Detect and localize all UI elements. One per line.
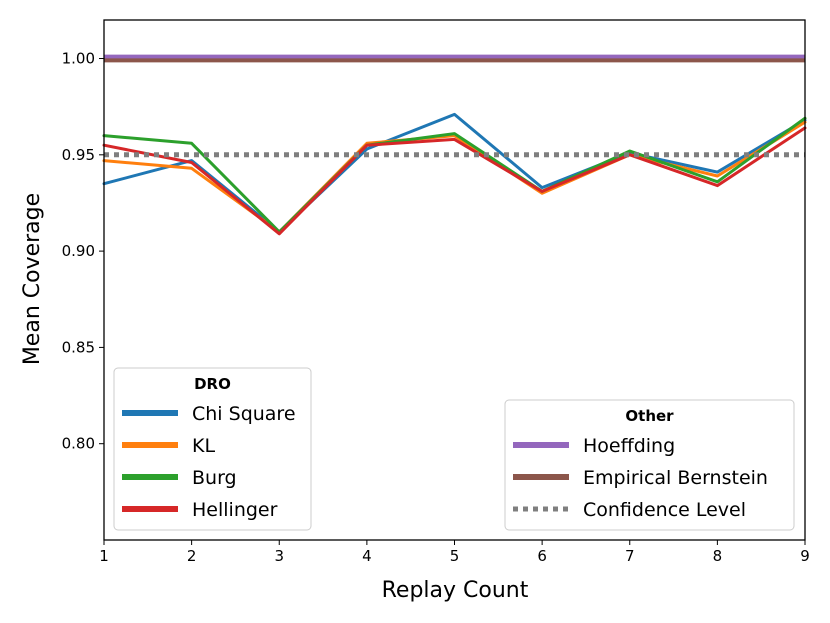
y-tick-label: 0.95 — [62, 146, 95, 164]
y-tick-label: 0.85 — [62, 338, 95, 356]
series-line-burg — [102, 116, 807, 234]
x-tick-label: 5 — [450, 547, 460, 565]
legend-label-burg: Burg — [192, 467, 237, 489]
x-tick-label: 9 — [800, 547, 810, 565]
x-tick-label: 1 — [99, 547, 109, 565]
legend-label-kl: KL — [192, 435, 215, 457]
x-tick-label: 2 — [187, 547, 197, 565]
legend-dro: DRO Chi Square KL Burg Hellinger — [113, 367, 312, 531]
legend-label-confidence-level: Confidence Level — [583, 499, 746, 521]
legend-label-empirical-bernstein: Empirical Bernstein — [583, 467, 768, 489]
series-layer — [102, 54, 807, 236]
y-tick-label: 0.80 — [62, 435, 95, 453]
legend-title: DRO — [194, 375, 231, 393]
legend-box — [504, 399, 795, 531]
x-tick-label: 4 — [362, 547, 372, 565]
y-tick-label: 0.90 — [62, 242, 95, 260]
x-axis: 1 2 3 4 5 6 7 8 9 — [99, 540, 810, 565]
y-tick-label: 1.00 — [62, 50, 95, 68]
legend-label-hellinger: Hellinger — [192, 499, 278, 521]
y-axis-title: Mean Coverage — [20, 193, 45, 365]
series-line-kl — [102, 120, 807, 234]
legend-title: Other — [625, 407, 674, 425]
legend-layer: DRO Chi Square KL Burg Hellinger Other Hoeffdi… — [113, 367, 795, 531]
x-tick-label: 7 — [625, 547, 635, 565]
x-axis-title: Replay Count — [382, 578, 529, 603]
legend-label-chi-square: Chi Square — [192, 403, 296, 425]
legend-label-hoeffding: Hoeffding — [583, 435, 675, 457]
x-tick-label: 8 — [713, 547, 723, 565]
series-line-hellinger — [102, 126, 807, 236]
y-axis: 0.80 0.85 0.90 0.95 1.00 — [62, 50, 104, 453]
legend-other: Other Hoeffding Empirical Bernstein Confide… — [504, 399, 795, 531]
x-tick-label: 3 — [274, 547, 284, 565]
legend-box — [113, 367, 312, 531]
x-tick-label: 6 — [537, 547, 547, 565]
